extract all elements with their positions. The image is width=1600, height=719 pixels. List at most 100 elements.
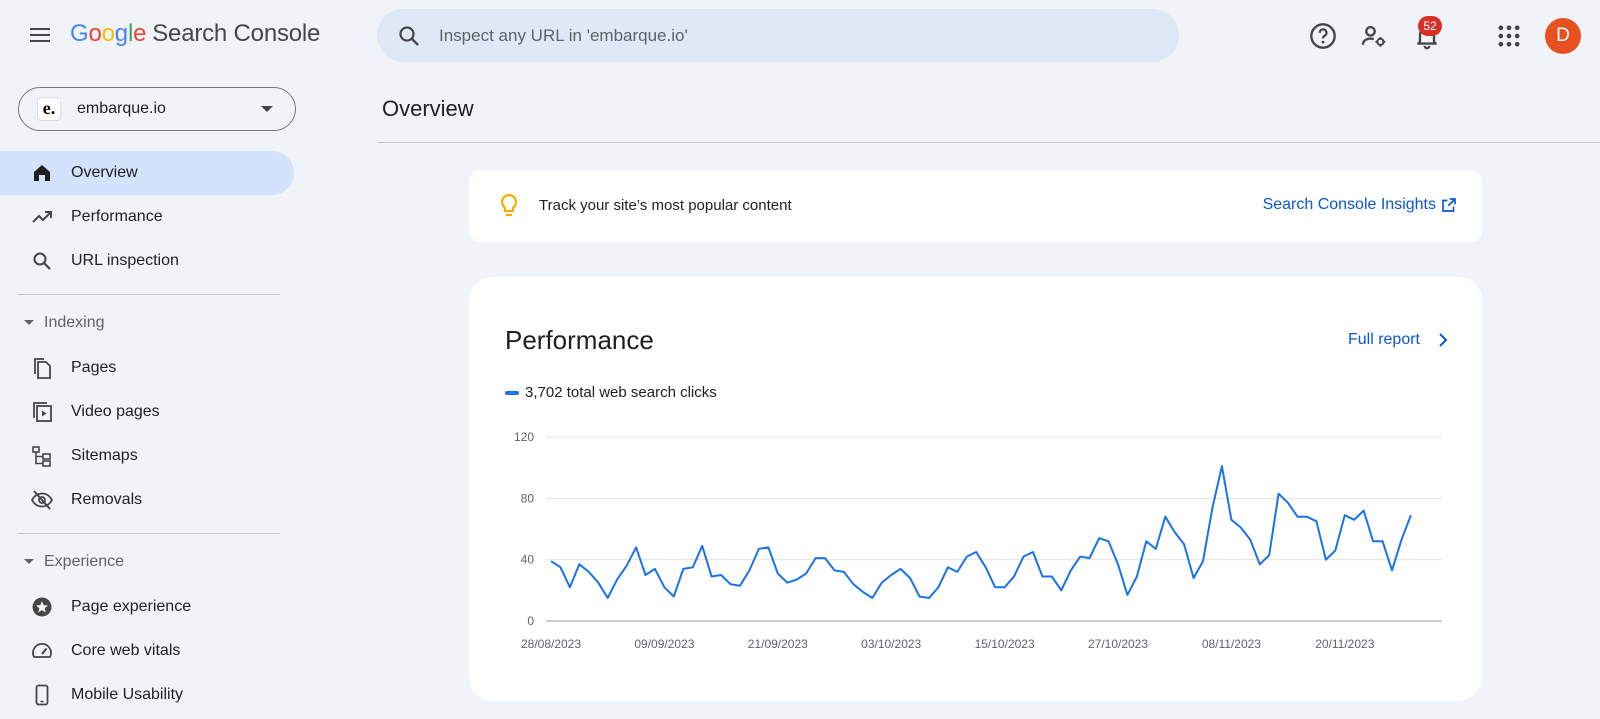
data-point[interactable] (671, 594, 677, 600)
data-point[interactable] (879, 580, 885, 586)
data-point[interactable] (869, 595, 875, 601)
data-point[interactable] (1370, 538, 1376, 544)
data-point[interactable] (1304, 514, 1310, 520)
data-point[interactable] (1039, 574, 1045, 580)
data-point[interactable] (813, 555, 819, 561)
data-point[interactable] (1351, 517, 1357, 523)
data-point[interactable] (558, 564, 564, 570)
search-icon[interactable] (397, 24, 421, 48)
full-report-link[interactable]: Full report (1347, 331, 1420, 348)
property-selector[interactable]: e. embarque.io (18, 87, 296, 131)
data-point[interactable] (1058, 587, 1064, 593)
app-logo[interactable]: Google Search Console (70, 20, 320, 48)
data-point[interactable] (926, 595, 932, 601)
data-point[interactable] (1021, 554, 1027, 560)
data-point[interactable] (841, 569, 847, 575)
sidebar-item-mobile-usability[interactable]: Mobile Usability (0, 673, 294, 717)
data-point[interactable] (548, 558, 554, 564)
data-point[interactable] (1077, 554, 1083, 560)
data-point[interactable] (1228, 517, 1234, 523)
data-point[interactable] (595, 580, 601, 586)
data-point[interactable] (964, 554, 970, 560)
data-point[interactable] (661, 584, 667, 590)
data-point[interactable] (718, 572, 724, 578)
data-point[interactable] (1011, 574, 1017, 580)
sidebar-item-removals[interactable]: Removals (0, 478, 294, 522)
data-point[interactable] (860, 589, 866, 595)
data-point[interactable] (1096, 535, 1102, 541)
data-point[interactable] (1408, 512, 1414, 518)
data-point[interactable] (1181, 541, 1187, 547)
data-point[interactable] (850, 581, 856, 587)
data-point[interactable] (1049, 574, 1055, 580)
data-point[interactable] (775, 571, 781, 577)
data-point[interactable] (945, 564, 951, 570)
data-point[interactable] (652, 566, 658, 572)
search-input[interactable] (439, 9, 1139, 62)
data-point[interactable] (1361, 508, 1367, 514)
data-point[interactable] (973, 549, 979, 555)
data-point[interactable] (728, 581, 734, 587)
sidebar-item-url-inspection[interactable]: URL inspection (0, 239, 294, 283)
data-point[interactable] (954, 569, 960, 575)
data-point[interactable] (709, 574, 715, 580)
data-point[interactable] (888, 572, 894, 578)
sidebar-item-core-web-vitals[interactable]: Core web vitals (0, 629, 294, 673)
data-point[interactable] (1285, 500, 1291, 506)
sidebar-item-pages[interactable]: Pages (0, 346, 294, 390)
data-point[interactable] (1191, 575, 1197, 581)
data-point[interactable] (1115, 561, 1121, 567)
data-point[interactable] (699, 543, 705, 549)
data-point[interactable] (784, 580, 790, 586)
search-console-insights-link[interactable]: Search Console Insights (1262, 196, 1436, 213)
manage-users-icon[interactable] (1360, 22, 1388, 50)
data-point[interactable] (917, 594, 923, 600)
data-point[interactable] (907, 575, 913, 581)
data-point[interactable] (765, 544, 771, 550)
data-point[interactable] (1210, 505, 1216, 511)
data-point[interactable] (1143, 538, 1149, 544)
sidebar-item-sitemaps[interactable]: Sitemaps (0, 434, 294, 478)
help-icon[interactable] (1309, 22, 1337, 50)
data-point[interactable] (737, 583, 743, 589)
data-point[interactable] (1313, 518, 1319, 524)
series-line-clicks[interactable] (550, 465, 1412, 599)
data-point[interactable] (633, 544, 639, 550)
sidebar-item-performance[interactable]: Performance (0, 195, 294, 239)
data-point[interactable] (576, 561, 582, 567)
data-point[interactable] (1068, 567, 1074, 573)
sidebar-item-overview[interactable]: Overview (0, 151, 294, 195)
data-point[interactable] (624, 563, 630, 569)
apps-icon[interactable] (1495, 22, 1523, 50)
data-point[interactable] (832, 567, 838, 573)
data-point[interactable] (1030, 549, 1036, 555)
sidebar-item-page-experience[interactable]: Page experience (0, 585, 294, 629)
data-point[interactable] (1162, 514, 1168, 520)
data-point[interactable] (1219, 463, 1225, 469)
data-point[interactable] (898, 566, 904, 572)
data-point[interactable] (680, 566, 686, 572)
data-point[interactable] (1257, 561, 1263, 567)
data-point[interactable] (614, 577, 620, 583)
data-point[interactable] (794, 577, 800, 583)
data-point[interactable] (1295, 514, 1301, 520)
sidebar-section-experience[interactable]: Experience (0, 544, 294, 580)
url-inspection-search[interactable] (377, 9, 1179, 62)
data-point[interactable] (1087, 555, 1093, 561)
chevron-right-icon[interactable] (1434, 331, 1452, 349)
data-point[interactable] (756, 546, 762, 552)
data-point[interactable] (1124, 592, 1130, 598)
open-in-new-icon[interactable] (1440, 196, 1458, 214)
data-point[interactable] (1342, 512, 1348, 518)
data-point[interactable] (803, 571, 809, 577)
sidebar-item-video-pages[interactable]: Video pages (0, 390, 294, 434)
data-point[interactable] (1153, 546, 1159, 552)
data-point[interactable] (643, 572, 649, 578)
data-point[interactable] (983, 564, 989, 570)
clicks-line-chart[interactable]: 0 40 80 120 28/08/2023 09/09/2023 21/09/2023 03… (469, 417, 1482, 677)
data-point[interactable] (586, 569, 592, 575)
data-point[interactable] (746, 567, 752, 573)
data-point[interactable] (1002, 584, 1008, 590)
data-point[interactable] (690, 564, 696, 570)
data-point[interactable] (567, 584, 573, 590)
